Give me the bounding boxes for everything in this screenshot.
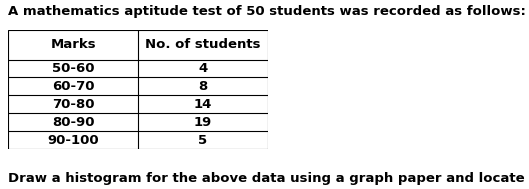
Text: 5: 5 (198, 134, 207, 147)
Text: 8: 8 (198, 80, 207, 93)
Text: 60-70: 60-70 (52, 80, 95, 93)
Text: A mathematics aptitude test of 50 students was recorded as follows:: A mathematics aptitude test of 50 studen… (8, 5, 526, 18)
Text: 14: 14 (194, 98, 212, 111)
Text: 90-100: 90-100 (48, 134, 99, 147)
Text: No. of students: No. of students (145, 38, 261, 51)
Text: Marks: Marks (50, 38, 96, 51)
Text: Draw a histogram for the above data using a graph paper and locate the mode.: Draw a histogram for the above data usin… (8, 172, 529, 185)
Text: 80-90: 80-90 (52, 116, 95, 129)
Text: 50-60: 50-60 (52, 62, 95, 75)
Text: 19: 19 (194, 116, 212, 129)
Text: 70-80: 70-80 (52, 98, 95, 111)
Text: 4: 4 (198, 62, 207, 75)
